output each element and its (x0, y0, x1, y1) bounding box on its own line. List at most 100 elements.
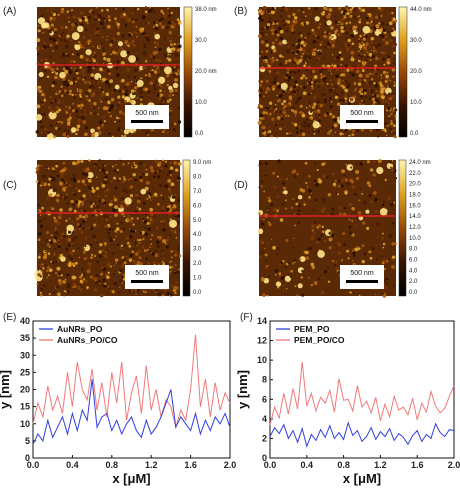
afm-grain (43, 98, 47, 102)
afm-grain (380, 25, 382, 28)
afm-grain (138, 69, 141, 72)
afm-grain (161, 130, 165, 134)
afm-grain (276, 175, 279, 178)
afm-grain (53, 291, 56, 294)
afm-grain (54, 45, 59, 50)
afm-grain (394, 117, 397, 120)
afm-grain (147, 227, 152, 232)
afm-grain (323, 17, 326, 20)
afm-grain (111, 91, 114, 94)
afm-grain (135, 262, 138, 265)
afm-grain (385, 74, 390, 79)
afm-grain (169, 109, 172, 112)
afm-grain (37, 210, 40, 212)
afm-grain (104, 282, 107, 285)
afm-grain (348, 64, 351, 68)
afm-grain (349, 97, 354, 102)
afm-grain (350, 27, 353, 30)
afm-grain (72, 282, 76, 286)
afm-grain (122, 180, 125, 184)
afm-grain (90, 188, 93, 191)
afm-grain (122, 7, 125, 11)
afm-grain (278, 87, 281, 90)
afm-grain (370, 40, 374, 44)
afm-grain (99, 209, 101, 211)
color-bar-tick: 30.0 (410, 38, 422, 44)
afm-grain (356, 69, 360, 74)
afm-grain (267, 20, 271, 24)
afm-grain (349, 291, 352, 294)
afm-grain (133, 131, 136, 134)
afm-grain (294, 93, 297, 96)
afm-grain (62, 82, 67, 86)
afm-grain (298, 126, 300, 128)
afm-grain (333, 38, 336, 42)
afm-grain (40, 184, 43, 187)
afm-grain (39, 291, 42, 295)
afm-grain (38, 72, 44, 78)
afm-grain (79, 66, 82, 69)
afm-grain (296, 61, 300, 65)
afm-grain (57, 13, 60, 16)
afm-grain (99, 166, 102, 169)
afm-grain (48, 268, 53, 272)
afm-grain (90, 73, 95, 77)
panel-label: (D) (234, 180, 248, 191)
color-bar-tick: 6.0 (193, 203, 202, 209)
afm-grain (128, 33, 132, 37)
afm-grain (82, 194, 86, 198)
afm-grain (328, 213, 331, 216)
afm-grain (161, 168, 163, 170)
afm-grain (102, 77, 106, 82)
afm-grain (306, 82, 309, 84)
afm-grain (391, 168, 395, 172)
afm-grain (348, 253, 352, 256)
afm-grain (74, 235, 78, 239)
afm-grain (277, 196, 279, 198)
afm-grain (290, 27, 295, 32)
afm-grain (339, 132, 343, 136)
afm-grain (363, 200, 367, 205)
afm-grain (70, 178, 73, 181)
afm-grain (167, 179, 172, 183)
afm-grain (302, 91, 307, 96)
afm-grain (124, 217, 126, 219)
afm-grain (98, 199, 102, 203)
afm-grain (42, 244, 45, 247)
afm-grain (138, 173, 141, 175)
afm-grain (78, 122, 81, 125)
afm-grain (263, 247, 266, 250)
afm-grain (106, 225, 109, 228)
afm-grain (89, 61, 91, 64)
afm-grain (44, 66, 47, 70)
afm-grain (279, 178, 282, 181)
afm-grain (117, 95, 121, 99)
afm-grain (265, 43, 270, 47)
afm-grain (317, 224, 321, 228)
afm-grain (107, 249, 110, 251)
afm-grain (266, 23, 271, 27)
afm-grain (285, 19, 288, 23)
afm-grain (174, 52, 179, 57)
afm-grain (388, 234, 393, 238)
afm-grain (117, 128, 121, 132)
afm-grain (393, 135, 397, 139)
afm-grain (114, 205, 118, 210)
scale-bar-box (125, 105, 169, 129)
afm-grain (150, 238, 152, 241)
x-tick-label: 0.0 (27, 460, 40, 470)
afm-grain (382, 57, 386, 61)
afm-grain (107, 100, 111, 105)
afm-grain (278, 272, 282, 276)
afm-grain (344, 191, 348, 195)
afm-grain (169, 166, 174, 170)
afm-grain (51, 260, 55, 265)
afm-grain (102, 267, 104, 269)
afm-grain (47, 167, 50, 170)
afm-grain (74, 261, 78, 265)
afm-grain (94, 17, 98, 22)
afm-grain (113, 281, 118, 286)
color-bar-tick: 12.0 (409, 225, 421, 231)
afm-grain (80, 103, 84, 108)
afm-grain (279, 62, 283, 67)
